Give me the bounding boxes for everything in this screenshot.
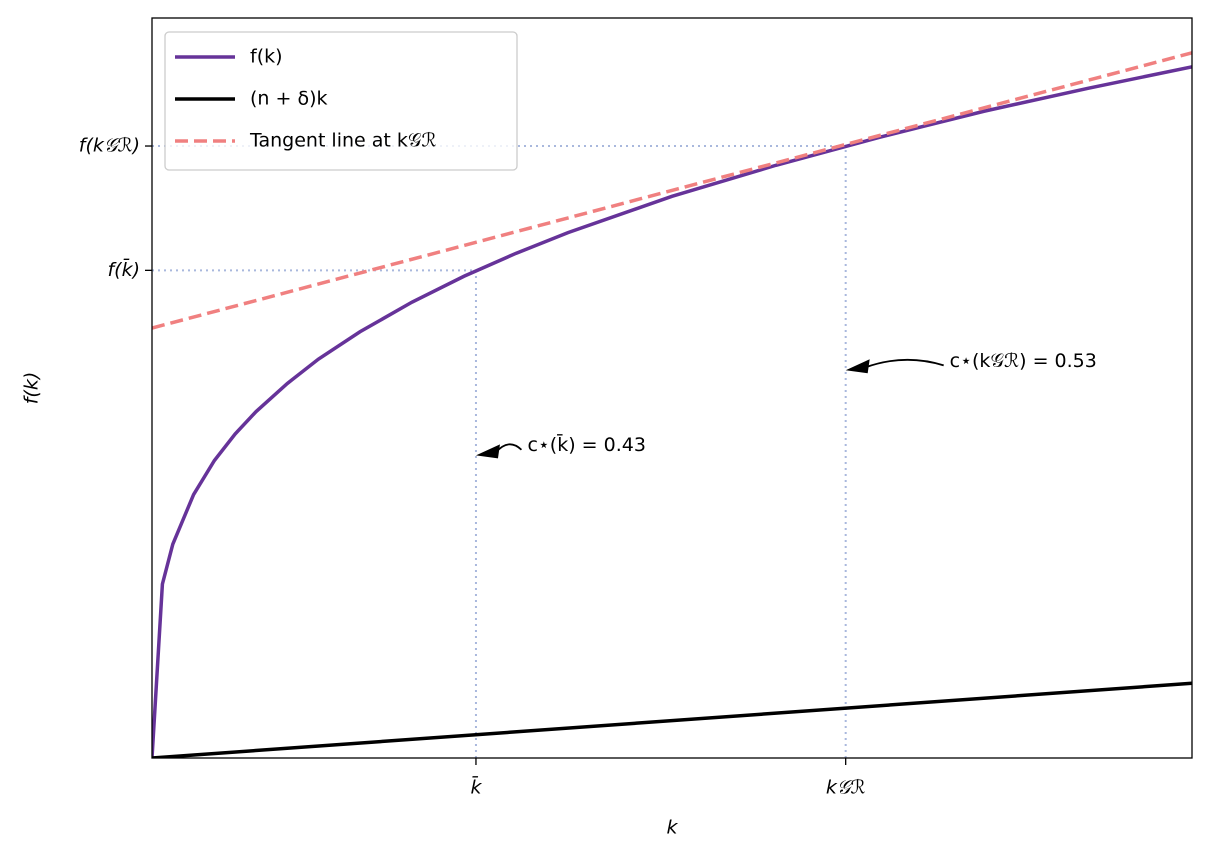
series-line xyxy=(152,681,1192,758)
legend-label: Tangent line at k𝒢ℛ xyxy=(249,130,437,152)
x-tick-label: k̄ xyxy=(470,774,482,798)
y-axis-label: f(k) xyxy=(21,372,43,405)
legend-label: f(k) xyxy=(250,46,283,68)
x-tick-label: k𝒢ℛ xyxy=(826,777,866,799)
legend-box xyxy=(164,31,518,171)
legend-label: (n + δ)k xyxy=(250,88,328,110)
annotation-text: c⋆(k𝒢ℛ) = 0.53 xyxy=(950,350,1097,372)
y-tick-label: f(k̄) xyxy=(107,256,140,280)
annotation-arrow xyxy=(865,358,944,369)
series-line xyxy=(152,65,1192,758)
series-line xyxy=(152,51,1192,330)
annotation-text: c⋆(k̄) = 0.43 xyxy=(527,432,645,456)
arrow-head xyxy=(845,359,870,374)
y-tick-label: f(k𝒢ℛ) xyxy=(79,135,140,157)
x-axis-label: k xyxy=(666,817,678,839)
plot-frame xyxy=(151,17,1193,759)
arrow-head xyxy=(475,444,500,459)
